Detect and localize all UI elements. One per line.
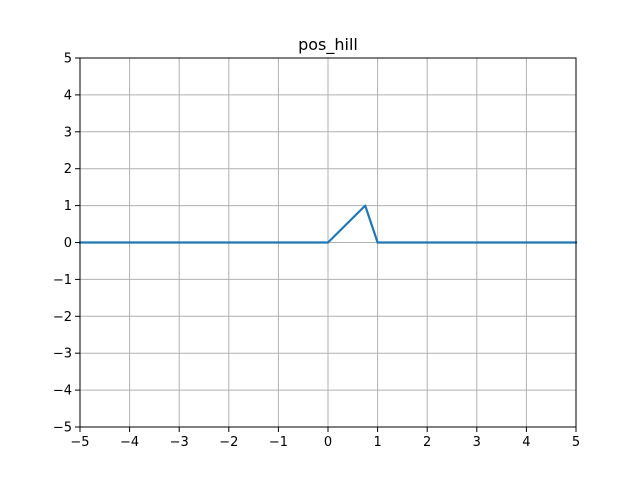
x-tick-label: 4 [522, 435, 530, 450]
ticks: −5 −4 −3 −2 −1 0 1 2 3 4 5 −5 −4 −3 −2 −1 0 1 2 3 4 5 [53, 52, 580, 451]
y-tick-label: 0 [64, 236, 72, 251]
x-tick-label: −5 [70, 435, 89, 450]
y-tick-label: −5 [53, 421, 72, 436]
x-tick-label: 0 [324, 435, 332, 450]
y-tick-label: −3 [53, 347, 72, 362]
x-tick-label: 3 [473, 435, 481, 450]
y-tick-label: 5 [64, 52, 72, 67]
x-tick-label: −2 [219, 435, 238, 450]
y-tick-label: 2 [64, 162, 72, 177]
series-layer [78, 204, 578, 244]
x-tick-label: −4 [120, 435, 139, 450]
y-tick-label: 1 [64, 199, 72, 214]
y-tick-label: −2 [53, 310, 72, 325]
series-line [78, 204, 578, 244]
y-tick-label: 4 [64, 88, 72, 103]
y-tick-label: −4 [53, 384, 72, 399]
x-tick-label: −1 [269, 435, 288, 450]
y-tick-label: 3 [64, 125, 72, 140]
x-tick-label: 2 [423, 435, 431, 450]
y-tick-label: −1 [53, 273, 72, 288]
x-tick-label: 1 [373, 435, 381, 450]
x-tick-label: 5 [572, 435, 580, 450]
x-tick-label: −3 [170, 435, 189, 450]
chart-title: pos_hill [298, 35, 358, 55]
